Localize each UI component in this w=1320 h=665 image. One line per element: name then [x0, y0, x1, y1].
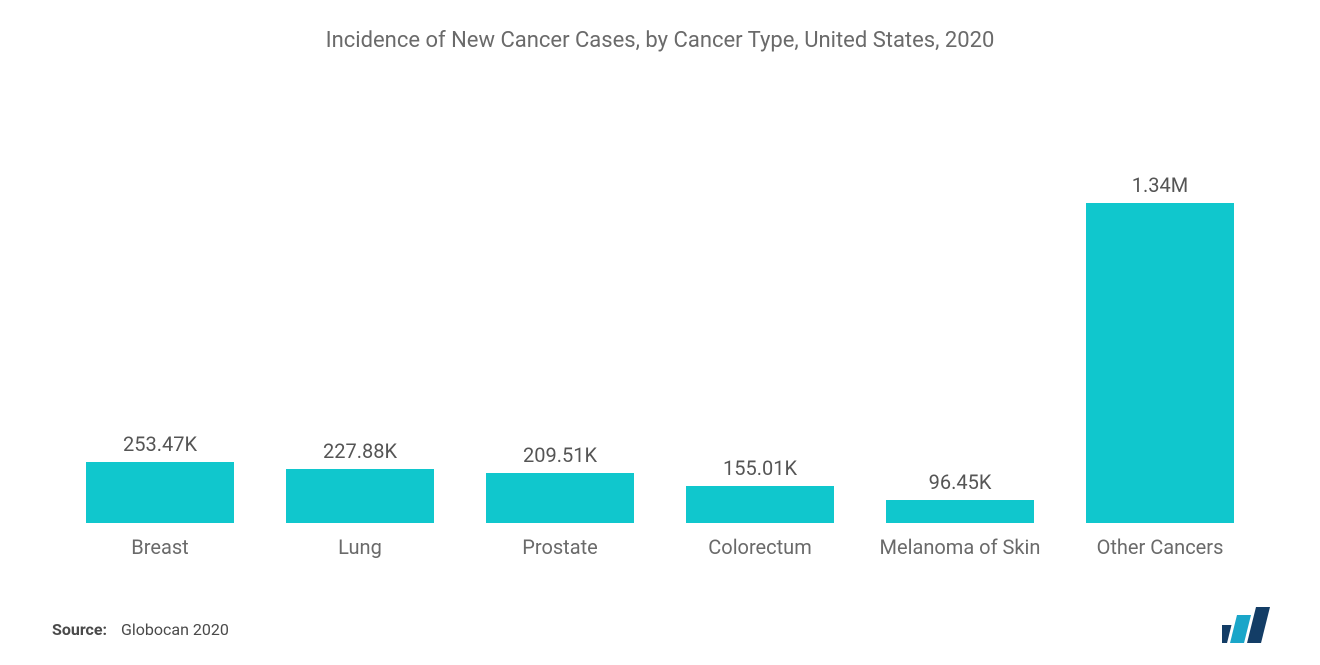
bar-value-label: 209.51K — [523, 443, 597, 467]
bar-group: 227.88K — [270, 63, 450, 523]
bar-value-label: 1.34M — [1132, 173, 1188, 197]
bar-value-label: 96.45K — [929, 470, 992, 494]
bar — [86, 462, 234, 523]
bar — [286, 469, 434, 523]
plot-area: 253.47K 227.88K 209.51K 155.01K 96.45K 1.34M — [40, 63, 1280, 523]
x-tick-label: Colorectum — [670, 535, 850, 559]
x-tick-label: Other Cancers — [1070, 535, 1250, 559]
x-tick-label: Lung — [270, 535, 450, 559]
bar — [1086, 203, 1234, 523]
source-label: Source: — [52, 620, 107, 639]
chart-container: Incidence of New Cancer Cases, by Cancer… — [0, 0, 1320, 665]
chart-title: Incidence of New Cancer Cases, by Cancer… — [40, 28, 1280, 53]
bar-group: 253.47K — [70, 63, 250, 523]
bar-group: 155.01K — [670, 63, 850, 523]
bar — [686, 486, 834, 523]
bar-value-label: 227.88K — [323, 439, 397, 463]
x-tick-label: Melanoma of Skin — [870, 535, 1050, 559]
source-text: Globocan 2020 — [121, 620, 229, 639]
bar-group: 1.34M — [1070, 63, 1250, 523]
brand-logo — [1222, 607, 1276, 643]
x-tick-label: Breast — [70, 535, 250, 559]
bar-group: 209.51K — [470, 63, 650, 523]
bar-value-label: 155.01K — [723, 456, 797, 480]
bar-group: 96.45K — [870, 63, 1050, 523]
bar — [886, 500, 1034, 523]
bar — [486, 473, 634, 523]
x-tick-label: Prostate — [470, 535, 650, 559]
source-line: Source: Globocan 2020 — [52, 620, 229, 639]
bar-value-label: 253.47K — [123, 432, 197, 456]
x-axis: Breast Lung Prostate Colorectum Melanoma of … — [40, 535, 1280, 559]
